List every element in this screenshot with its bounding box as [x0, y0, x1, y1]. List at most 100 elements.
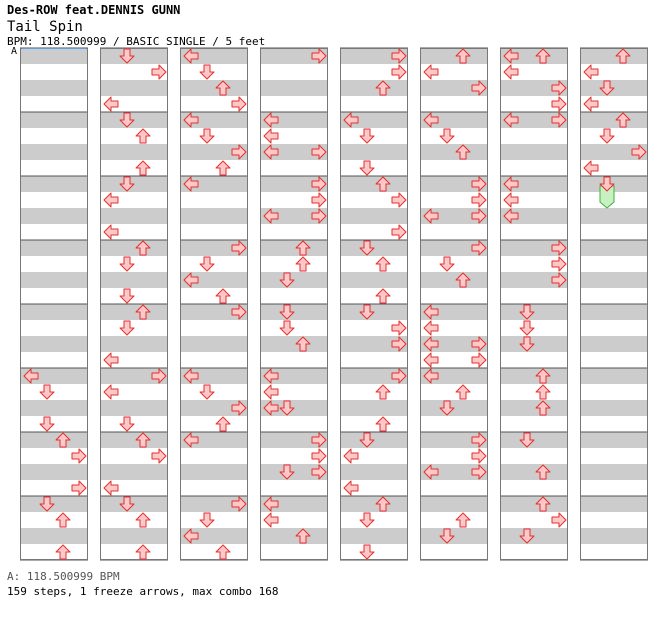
chart-stripe — [420, 480, 488, 496]
song-artist: Des-ROW feat.DENNIS GUNN — [7, 3, 181, 17]
step-arrow — [455, 512, 471, 528]
step-arrow — [231, 304, 247, 320]
step-arrow — [423, 208, 439, 224]
step-arrow — [103, 480, 119, 496]
step-arrow — [199, 128, 215, 144]
step-arrow — [471, 336, 487, 352]
chart-stripe — [20, 240, 88, 256]
step-arrow — [119, 416, 135, 432]
chart-stripe — [500, 80, 568, 96]
step-arrow — [263, 144, 279, 160]
step-arrow — [199, 64, 215, 80]
chart-stripe — [580, 272, 648, 288]
step-arrow — [295, 240, 311, 256]
chart-stripe — [260, 416, 328, 432]
step-arrow — [535, 48, 551, 64]
step-arrow — [359, 544, 375, 560]
chart-stripe — [260, 384, 328, 400]
chart-stripe — [580, 416, 648, 432]
chart-stripe — [500, 480, 568, 496]
step-arrow — [183, 272, 199, 288]
step-arrow — [359, 432, 375, 448]
chart-stripe — [20, 224, 88, 240]
chart-column-border — [340, 48, 408, 560]
chart-stripe — [260, 96, 328, 112]
step-arrow — [551, 80, 567, 96]
step-arrow — [423, 464, 439, 480]
step-arrow — [183, 176, 199, 192]
step-arrow — [295, 336, 311, 352]
step-arrow — [423, 368, 439, 384]
step-arrow — [455, 48, 471, 64]
chart-stripe — [100, 208, 168, 224]
step-arrow — [103, 192, 119, 208]
chart-stripe — [340, 416, 408, 432]
chart-stripe — [100, 96, 168, 112]
chart-stripe — [340, 48, 408, 64]
step-arrow — [471, 448, 487, 464]
chart-stripe — [420, 336, 488, 352]
chart-stripe — [180, 80, 248, 96]
chart-stripe — [20, 288, 88, 304]
step-arrow — [119, 176, 135, 192]
chart-stripe — [580, 384, 648, 400]
chart-stripe — [260, 336, 328, 352]
chart-stripe — [500, 448, 568, 464]
step-arrow — [103, 384, 119, 400]
step-arrow — [39, 496, 55, 512]
chart-stripe — [100, 544, 168, 560]
step-arrow — [375, 176, 391, 192]
chart-stripe — [20, 448, 88, 464]
chart-stripe — [100, 352, 168, 368]
chart-stripe — [420, 48, 488, 64]
chart-stripe — [100, 448, 168, 464]
step-arrow — [391, 64, 407, 80]
chart-stripe — [580, 544, 648, 560]
chart-column-border — [100, 48, 168, 560]
step-arrow — [263, 368, 279, 384]
chart-stripe — [100, 512, 168, 528]
chart-stripe — [340, 448, 408, 464]
chart-stripe — [260, 64, 328, 80]
chart-stats: 159 steps, 1 freeze arrows, max combo 16… — [7, 585, 279, 598]
step-arrow — [615, 48, 631, 64]
step-arrow — [455, 272, 471, 288]
step-arrow — [119, 48, 135, 64]
chart-stripe — [260, 352, 328, 368]
chart-stripe — [580, 448, 648, 464]
step-arrow — [231, 144, 247, 160]
step-arrow — [295, 528, 311, 544]
chart-stripe — [500, 96, 568, 112]
step-arrow — [311, 192, 327, 208]
chart-stripe — [260, 80, 328, 96]
chart-stripe — [100, 304, 168, 320]
step-arrow — [535, 368, 551, 384]
step-arrow — [471, 352, 487, 368]
chart-stripe — [180, 112, 248, 128]
chart-stripe — [180, 304, 248, 320]
chart-stripe — [180, 544, 248, 560]
step-arrow — [423, 320, 439, 336]
chart-stripe — [260, 480, 328, 496]
step-arrow — [119, 320, 135, 336]
chart-stripe — [180, 416, 248, 432]
bpm-marker-label: A — [11, 46, 18, 57]
step-arrow — [551, 112, 567, 128]
step-arrow — [359, 128, 375, 144]
chart-stripe — [100, 160, 168, 176]
step-arrow — [503, 176, 519, 192]
chart-stripe — [500, 160, 568, 176]
chart-stripe — [580, 368, 648, 384]
step-arrow — [503, 48, 519, 64]
chart-stripe — [180, 368, 248, 384]
step-arrow — [471, 464, 487, 480]
chart-stripe — [420, 96, 488, 112]
chart-stripe — [580, 304, 648, 320]
step-arrow — [199, 256, 215, 272]
chart-stripe — [180, 48, 248, 64]
chart-stripe — [340, 352, 408, 368]
chart-stripe — [20, 64, 88, 80]
step-arrow — [135, 160, 151, 176]
chart-stripe — [20, 432, 88, 448]
chart-stripe — [20, 96, 88, 112]
